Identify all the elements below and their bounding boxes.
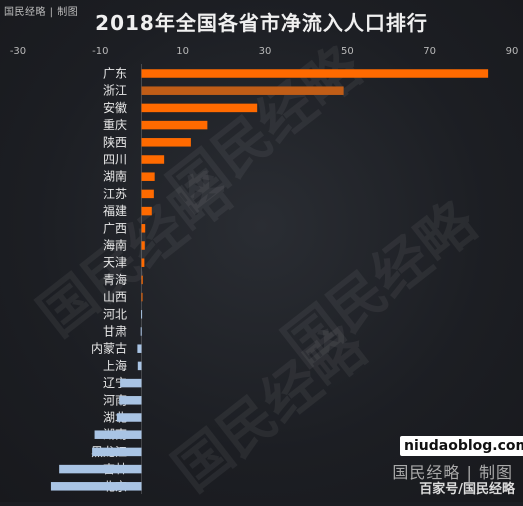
footer-credit: 国民经略 | 制图 bbox=[392, 463, 513, 482]
category-label: 重庆 bbox=[103, 118, 127, 132]
bar bbox=[141, 292, 143, 302]
category-label: 天津 bbox=[103, 256, 127, 270]
category-label: 内蒙古 bbox=[91, 341, 127, 356]
bar bbox=[141, 69, 489, 78]
category-label: 安徽 bbox=[103, 100, 127, 115]
category-label: 陕西 bbox=[103, 134, 127, 149]
bar bbox=[119, 396, 142, 405]
bar bbox=[137, 344, 142, 353]
bar bbox=[141, 103, 258, 113]
category-label: 江苏 bbox=[103, 187, 127, 201]
bar bbox=[141, 120, 208, 130]
bar bbox=[141, 241, 145, 250]
bar bbox=[59, 464, 142, 474]
bar bbox=[141, 155, 165, 164]
x-tick-label: 70 bbox=[423, 46, 436, 57]
bar bbox=[141, 275, 143, 285]
category-label: 福建 bbox=[103, 203, 127, 218]
bar bbox=[141, 206, 152, 216]
category-label: 河北 bbox=[103, 307, 127, 321]
category-label: 甘肃 bbox=[103, 325, 127, 339]
bar bbox=[92, 447, 142, 457]
x-tick-label: 50 bbox=[341, 46, 354, 57]
x-tick-label: 10 bbox=[176, 46, 189, 57]
bar bbox=[116, 413, 142, 422]
category-label: 浙江 bbox=[103, 84, 127, 98]
category-label: 上海 bbox=[103, 358, 127, 373]
bar bbox=[141, 189, 154, 199]
site-badge: niudaoblog.com bbox=[400, 436, 523, 456]
x-tick-label: -10 bbox=[92, 46, 108, 57]
bar bbox=[141, 258, 145, 267]
bar bbox=[141, 172, 155, 181]
bar bbox=[50, 482, 142, 491]
category-label: 湖南 bbox=[103, 169, 127, 184]
bar bbox=[141, 138, 191, 147]
bar bbox=[120, 378, 142, 388]
bar bbox=[141, 310, 143, 319]
bar bbox=[137, 361, 142, 371]
category-label: 海南 bbox=[103, 238, 127, 253]
category-label: 青海 bbox=[103, 272, 127, 287]
x-tick-label: -30 bbox=[10, 46, 26, 57]
top-left-credit: 国民经略 | 制图 bbox=[4, 7, 79, 18]
bar bbox=[141, 86, 344, 95]
category-label: 四川 bbox=[103, 153, 127, 167]
x-tick-label: 90 bbox=[506, 46, 519, 57]
category-label: 广西 bbox=[103, 221, 127, 235]
chart-title: 2018年全国各省市净流入人口排行 bbox=[95, 11, 428, 35]
bar bbox=[94, 430, 142, 439]
category-label: 山西 bbox=[103, 290, 127, 304]
footer-source: 百家号/国民经略 bbox=[419, 482, 515, 497]
x-tick-label: 30 bbox=[259, 46, 272, 57]
category-label: 广东 bbox=[103, 67, 127, 81]
bar bbox=[140, 327, 142, 336]
bar bbox=[141, 224, 146, 233]
